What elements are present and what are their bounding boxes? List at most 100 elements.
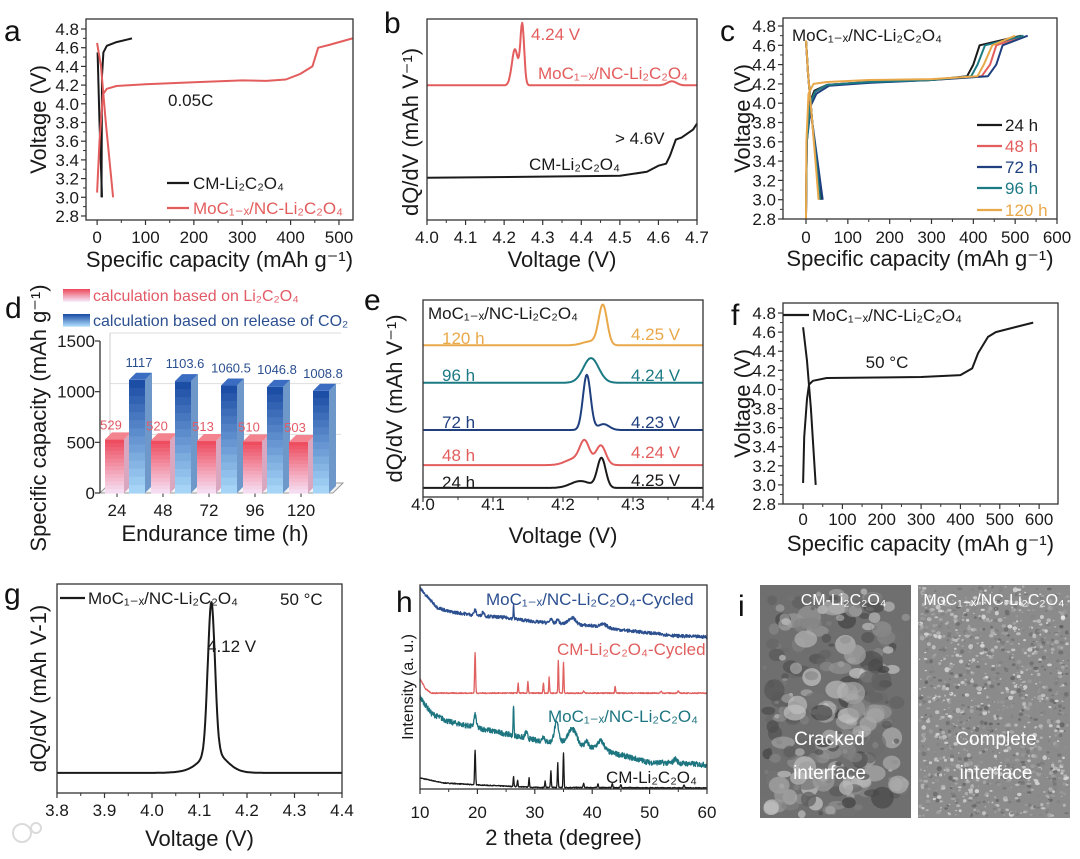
sem-grain [763, 799, 779, 815]
sem-grain [973, 683, 979, 688]
bar-front [221, 431, 237, 440]
sem-grain [923, 770, 926, 772]
sem-grain [837, 802, 843, 806]
sem-grain [1026, 784, 1032, 788]
sem-grain [957, 719, 959, 722]
sem-grain [938, 601, 944, 605]
sem-grain [1020, 670, 1024, 675]
sem-grain [933, 602, 935, 605]
sem-grain [1020, 684, 1022, 686]
bar-front [313, 412, 329, 421]
sem-grain [1008, 695, 1014, 701]
y-axis-title: dQ/dV (mAh V⁻¹) [398, 48, 423, 216]
y-axis-title: Voltage (V) [730, 349, 755, 458]
sem-grain [1023, 776, 1028, 780]
sem-grain [984, 598, 988, 602]
bar-front [151, 474, 170, 479]
legend-swatch [63, 298, 90, 300]
bar-front [289, 449, 308, 454]
sem-grain [994, 805, 998, 808]
sem-grain [1007, 636, 1010, 638]
panel-letter: e [364, 284, 381, 317]
sem-grain [967, 682, 970, 685]
bar-front [221, 439, 237, 448]
bar-front [197, 470, 216, 476]
bar-front [267, 402, 283, 411]
sem-grain [1038, 691, 1040, 693]
sem-grain [955, 801, 958, 804]
sem-grain [925, 606, 928, 609]
sem-grain [1048, 724, 1053, 728]
sem-grain [978, 615, 981, 618]
sem-grain [1010, 787, 1013, 789]
legend-swatch [63, 320, 90, 323]
sem-grain [940, 591, 943, 594]
sem-grain [950, 745, 955, 749]
sem-grain [1012, 696, 1015, 697]
sem-grain [1026, 601, 1032, 604]
sem-grain [918, 658, 921, 660]
series-line-moc-nc-li-c-o [56, 601, 343, 774]
sem-grain [977, 601, 982, 605]
sem-grain [934, 694, 937, 696]
sem-grain [964, 684, 967, 686]
sem-grain [1021, 665, 1024, 667]
sem-grain [1005, 690, 1010, 694]
sem-grain [1027, 664, 1029, 666]
sem-grain [858, 612, 871, 620]
sem-grain [1005, 733, 1008, 737]
bar-front [175, 477, 191, 486]
sem-grain [947, 632, 952, 636]
sem-grain [940, 660, 943, 662]
sem-grain [1006, 779, 1011, 783]
sem-grain [918, 719, 922, 723]
y-tick-label: 2.8 [752, 210, 776, 229]
sem-grain [834, 766, 850, 778]
sem-grain [932, 750, 937, 753]
sem-grain [935, 732, 940, 736]
sem-grain [987, 710, 990, 714]
legend-label: MoC₁₋ₓ/NC-Li₂C₂O₄ [88, 589, 238, 608]
sem-grain [987, 708, 990, 711]
sem-grain [1003, 778, 1007, 781]
sem-grain [1047, 798, 1050, 801]
sem-grain [991, 619, 993, 621]
sem-grain [991, 591, 993, 594]
sem-grain [931, 670, 935, 674]
sem-grain [814, 737, 832, 748]
sem-grain [946, 608, 952, 612]
sem-grain [996, 677, 998, 680]
sem-grain [994, 745, 998, 749]
y-tick-label: 2.8 [55, 207, 79, 226]
sem-grain [1010, 772, 1014, 776]
sem-grain [986, 696, 990, 699]
sem-grain [982, 750, 986, 753]
sem-grain [996, 664, 1001, 667]
sem-grain [952, 710, 957, 713]
x-tick-label: 4.7 [685, 228, 709, 247]
sem-grain [1064, 664, 1069, 667]
sem-grain [1015, 734, 1018, 736]
legend-swatch [63, 295, 90, 297]
sem-grain [941, 656, 946, 659]
sem-grain [977, 691, 982, 695]
sem-grain [864, 752, 876, 764]
bar-front [175, 429, 191, 438]
x-tick-label: 4.3 [531, 228, 555, 247]
sem-grain [921, 806, 925, 810]
sem-grain [1035, 641, 1038, 643]
y-axis-title: dQ/dV (mAh V⁻¹) [382, 314, 407, 482]
bar-front [289, 471, 308, 476]
sem-grain [1067, 675, 1070, 676]
x-tick-label: 100 [828, 510, 856, 529]
sem-grain [939, 718, 942, 720]
sem-grain [1039, 623, 1043, 626]
sem-grain [1056, 691, 1060, 693]
sem-grain [935, 710, 940, 715]
sem-grain [1051, 694, 1054, 697]
sem-grain [919, 678, 922, 680]
sem-grain [1047, 606, 1053, 611]
sem-grain [960, 680, 965, 685]
sem-grain [962, 615, 964, 618]
sem-grain [1028, 803, 1032, 808]
